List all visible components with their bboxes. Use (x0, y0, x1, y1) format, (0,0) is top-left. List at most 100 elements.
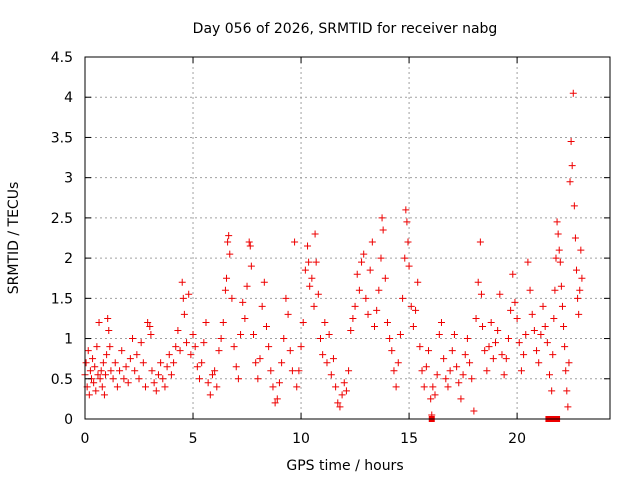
data-point (338, 391, 346, 399)
data-point (420, 383, 428, 391)
data-point (217, 335, 225, 343)
data-point (379, 226, 387, 234)
data-point (237, 331, 245, 339)
data-point (187, 351, 195, 359)
data-point (554, 230, 562, 238)
data-point (325, 331, 333, 339)
y-tick-label: 2.5 (51, 211, 73, 227)
data-point (448, 347, 456, 355)
data-point (93, 343, 101, 351)
data-point (301, 266, 309, 274)
data-point (477, 290, 485, 298)
data-point (366, 266, 374, 274)
data-point (98, 383, 106, 391)
data-point (479, 322, 487, 330)
data-point (104, 314, 112, 322)
data-point (254, 375, 262, 383)
data-point (340, 379, 348, 387)
data-point (567, 137, 575, 145)
data-point (111, 359, 119, 367)
data-point (373, 306, 381, 314)
data-point (414, 278, 422, 286)
data-point (295, 367, 303, 375)
data-point (524, 258, 532, 266)
data-point (165, 351, 173, 359)
data-point (179, 294, 187, 302)
data-point (459, 371, 467, 379)
data-point (474, 278, 482, 286)
data-point (206, 391, 214, 399)
data-point (316, 335, 324, 343)
y-tick-label: 1 (64, 332, 73, 348)
data-point (517, 367, 525, 375)
data-point (193, 363, 201, 371)
data-point (418, 367, 426, 375)
data-points (81, 89, 586, 422)
data-point (353, 270, 361, 278)
data-point (312, 258, 320, 266)
data-point (150, 379, 158, 387)
data-point (146, 322, 154, 330)
data-point (515, 339, 523, 347)
data-point (569, 89, 577, 97)
data-point (491, 339, 499, 347)
y-tick-label: 0.5 (51, 372, 73, 388)
data-point (286, 347, 294, 355)
data-point (239, 298, 247, 306)
data-point (574, 294, 582, 302)
data-point (383, 318, 391, 326)
data-point (530, 327, 538, 335)
data-point (100, 391, 108, 399)
data-point (504, 335, 512, 343)
data-point (99, 359, 107, 367)
data-point (262, 322, 270, 330)
data-point (402, 206, 410, 214)
data-point (258, 302, 266, 310)
data-point (161, 383, 169, 391)
data-point (546, 371, 554, 379)
data-point (371, 322, 379, 330)
data-point (92, 387, 100, 395)
data-point (159, 375, 167, 383)
data-point (224, 238, 232, 246)
data-point (245, 238, 253, 246)
data-point (297, 343, 305, 351)
data-point (573, 266, 581, 274)
data-point (416, 343, 424, 351)
data-point (520, 351, 528, 359)
data-point (204, 379, 212, 387)
data-point (502, 355, 510, 363)
data-point (476, 238, 484, 246)
data-point (91, 363, 99, 371)
data-point (381, 274, 389, 282)
data-point (558, 302, 566, 310)
data-point (323, 359, 331, 367)
data-point (431, 391, 439, 399)
data-point (440, 355, 448, 363)
data-point (230, 343, 238, 351)
data-point (390, 367, 398, 375)
data-point (577, 246, 585, 254)
data-point (291, 238, 299, 246)
data-point (570, 202, 578, 210)
data-point (95, 318, 103, 326)
data-point (178, 278, 186, 286)
data-point (267, 367, 275, 375)
data-point (246, 242, 254, 250)
data-point (90, 379, 98, 387)
data-point (219, 318, 227, 326)
data-point (202, 318, 210, 326)
data-point (568, 162, 576, 170)
data-point (513, 314, 521, 322)
data-point (137, 339, 145, 347)
data-point (509, 270, 517, 278)
data-point (282, 294, 290, 302)
data-point (453, 363, 461, 371)
data-point (377, 254, 385, 262)
data-point (120, 375, 128, 383)
y-tick-label: 3 (64, 171, 73, 187)
data-point (319, 351, 327, 359)
data-point (148, 367, 156, 375)
data-point (563, 387, 571, 395)
data-point (336, 403, 344, 411)
